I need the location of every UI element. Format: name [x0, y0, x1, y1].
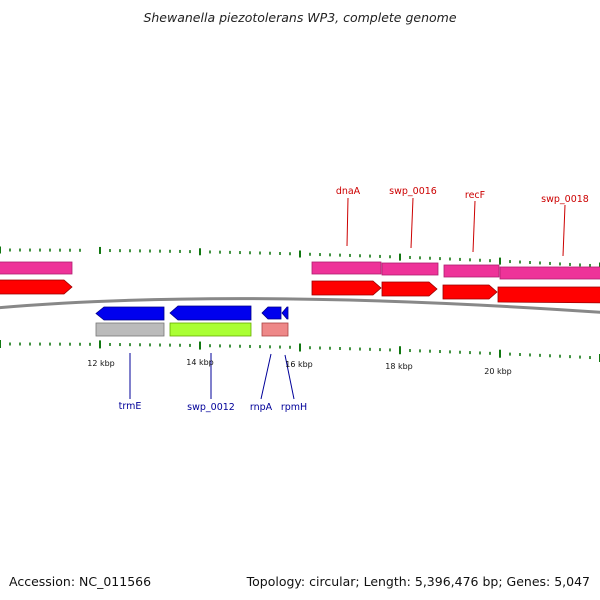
gene-bar-dnaA: [311, 261, 382, 275]
gene-label-swp-0018: swp_0018: [541, 194, 589, 205]
gene-bar-recF: [443, 264, 500, 278]
cds-arrow-rnpA: [261, 306, 282, 320]
scale-label-12kbp: 12 kbp: [87, 359, 115, 368]
gene-bar-swp-0018: [499, 266, 600, 280]
cds-arrow-swp-0016: [381, 281, 438, 297]
cds-arrow-dnaA: [311, 280, 382, 296]
gene-bar-left: [0, 261, 73, 275]
map-title: Shewanella piezotolerans WP3, complete g…: [143, 10, 457, 25]
gene-label-rpmH: rpmH: [281, 402, 307, 413]
gene-label-rnpA: rnpA: [250, 402, 273, 413]
cds-arrow-trmE: [95, 306, 165, 321]
gene-label-dnaA: dnaA: [336, 186, 361, 197]
cds-arrow-rpmH: [281, 306, 289, 320]
tick-marks-top: [0, 246, 600, 270]
accession-text: Accession: NC_011566: [9, 574, 152, 589]
gene-label-recF: recF: [465, 190, 485, 201]
feature-bar-gray: [95, 322, 165, 337]
feature-bar-green: [169, 322, 252, 337]
cds-arrow-swp-0012: [169, 305, 252, 321]
bottom-gene-labels: trmE swp_0012 rnpA rpmH: [119, 353, 307, 413]
gene-label-trmE: trmE: [119, 401, 142, 412]
feature-bar-salmon: [261, 322, 289, 337]
gene-bar-swp-0016: [381, 262, 439, 276]
gene-label-swp-0016: swp_0016: [389, 186, 437, 197]
genome-summary-text: Topology: circular; Length: 5,396,476 bp…: [246, 574, 590, 589]
scale-label-20kbp: 20 kbp: [484, 367, 512, 376]
scale-label-16kbp: 16 kbp: [285, 360, 313, 369]
genome-backbone: [0, 297, 600, 314]
gene-label-swp-0012: swp_0012: [187, 402, 235, 413]
top-cds-track: [0, 279, 600, 304]
top-gene-track: [0, 261, 600, 280]
scale-label-18kbp: 18 kbp: [385, 362, 413, 371]
scale-labels: 12 kbp 14 kbp 16 kbp 18 kbp 20 kbp: [87, 358, 512, 376]
cds-arrow-swp-0018: [497, 286, 600, 304]
cds-arrow-left: [0, 279, 73, 295]
bottom-cds-track: [95, 305, 289, 321]
top-gene-labels: dnaA swp_0016 recF swp_0018: [336, 186, 589, 257]
cds-arrow-recF: [442, 284, 498, 300]
scale-label-14kbp: 14 kbp: [186, 358, 214, 367]
bottom-feature-track: [95, 322, 289, 337]
tick-marks-bottom: [0, 340, 600, 362]
